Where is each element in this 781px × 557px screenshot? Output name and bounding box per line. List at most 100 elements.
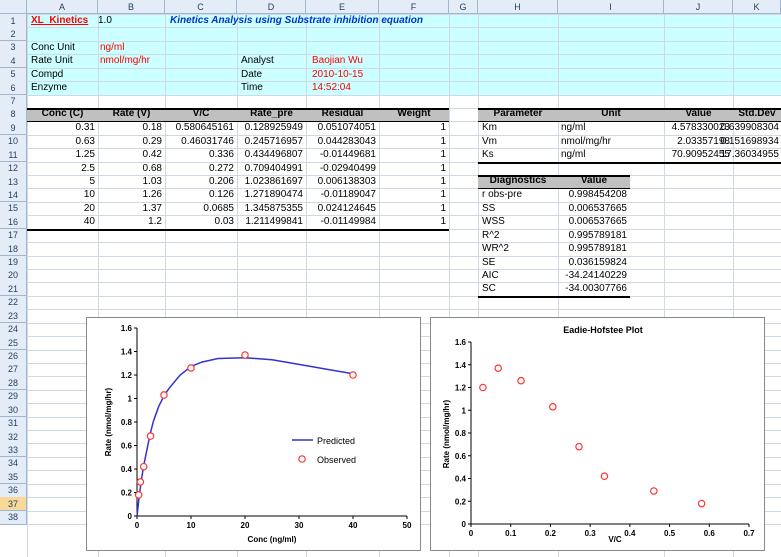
row-header-3[interactable]: 3 [0, 40, 27, 55]
data-header-2: V/C [165, 107, 237, 122]
row-header-31[interactable]: 31 [0, 416, 27, 431]
gridline [0, 161, 781, 163]
kinetics-y-tick-label: 1 [128, 395, 133, 404]
column-header-c[interactable]: C [165, 0, 237, 14]
row-header-20[interactable]: 20 [0, 268, 27, 283]
data-cell: 10 [83, 189, 95, 201]
data-cell: 2.5 [81, 162, 95, 174]
column-header-e[interactable]: E [306, 0, 379, 14]
row-header-6[interactable]: 6 [0, 81, 27, 96]
column-header-f[interactable]: F [379, 0, 449, 14]
observed-point [160, 391, 168, 399]
gridline [0, 81, 781, 83]
row-header-15[interactable]: 15 [0, 201, 27, 216]
row-header-9[interactable]: 9 [0, 121, 27, 136]
app-version: 1.0 [98, 15, 112, 26]
eadie-hofstee-chart[interactable]: 0 0.2 0.4 0.6 0.8 1 1.2 1.4 1.6 0 0.1 0.2 0.3 0.4 0.5 0… [430, 317, 765, 551]
gridline [664, 0, 665, 557]
conc-unit-label: Conc Unit [31, 41, 75, 53]
gridline [27, 0, 28, 557]
row-header-27[interactable]: 27 [0, 362, 27, 377]
row-header-19[interactable]: 19 [0, 255, 27, 270]
kinetics-y-tick-label: 1.4 [121, 348, 133, 357]
kinetics-y-tick-label: 0.6 [121, 442, 133, 451]
row-header-18[interactable]: 18 [0, 242, 27, 257]
row-header-30[interactable]: 30 [0, 403, 27, 418]
data-cell: 0.29 [142, 135, 162, 147]
conc-unit-value: ng/ml [100, 41, 125, 53]
row-header-29[interactable]: 29 [0, 389, 27, 404]
data-cell: 0.126 [208, 189, 234, 201]
data-cell: 0.42 [142, 149, 162, 161]
data-cell: 1.271890474 [244, 189, 303, 201]
gridline [0, 54, 781, 56]
analyst-label: Analyst [241, 55, 274, 67]
row-header-10[interactable]: 10 [0, 134, 27, 149]
row-header-22[interactable]: 22 [0, 295, 27, 310]
row-header-4[interactable]: 4 [0, 54, 27, 69]
row-header-2[interactable]: 2 [0, 27, 27, 42]
data-cell: -0.02940499 [319, 162, 376, 174]
data-cell: 1 [440, 189, 446, 201]
row-header-33[interactable]: 33 [0, 443, 27, 458]
row-header-8[interactable]: 8 [0, 107, 27, 122]
row-header-26[interactable]: 26 [0, 349, 27, 364]
sheet-title: Kinetics Analysis using Substrate inhibi… [170, 15, 423, 26]
column-header-i[interactable]: I [558, 0, 664, 14]
row-header-21[interactable]: 21 [0, 282, 27, 297]
row-header-7[interactable]: 7 [0, 94, 27, 109]
diag-name: WR^2 [482, 243, 509, 255]
diag-name: R^2 [482, 229, 500, 241]
row-header-17[interactable]: 17 [0, 228, 27, 243]
gridline [0, 295, 781, 297]
row-header-23[interactable]: 23 [0, 309, 27, 324]
column-header-b[interactable]: B [98, 0, 165, 14]
observed-point [136, 478, 145, 486]
row-header-28[interactable]: 28 [0, 376, 27, 391]
column-header-j[interactable]: J [664, 0, 733, 14]
row-header-25[interactable]: 25 [0, 336, 27, 351]
data-cell: 0.206 [208, 176, 234, 188]
column-header-g[interactable]: G [449, 0, 478, 14]
select-all-corner[interactable] [0, 0, 27, 14]
kinetics-chart[interactable]: 0 0.2 0.4 0.6 0.8 1 1.2 1.4 1.6 0 10 20 30 40 50 Conc (… [86, 317, 421, 551]
analyst-value: Baojian Wu [312, 55, 363, 67]
row-header-24[interactable]: 24 [0, 322, 27, 337]
row-header-38[interactable]: 38 [0, 510, 27, 525]
row-header-1[interactable]: 1 [0, 14, 27, 29]
eh-point [517, 376, 525, 385]
row-header-36[interactable]: 36 [0, 483, 27, 498]
compd-label: Compd [31, 68, 64, 80]
data-cell: 1 [440, 216, 446, 228]
row-header-16[interactable]: 16 [0, 215, 27, 230]
row-header-14[interactable]: 14 [0, 188, 27, 203]
row-header-5[interactable]: 5 [0, 67, 27, 82]
data-cell: 0.006138303 [317, 176, 376, 188]
row-header-34[interactable]: 34 [0, 456, 27, 471]
gridline [0, 67, 781, 69]
data-cell: 40 [83, 216, 95, 228]
table-border [478, 295, 630, 298]
column-header-a[interactable]: A [27, 0, 98, 14]
eh-x-tick-label: 0.7 [743, 529, 755, 538]
column-header-h[interactable]: H [478, 0, 558, 14]
kinetics-x-tick-label: 20 [241, 521, 250, 530]
param-header-0: Parameter [478, 107, 558, 122]
eh-y-tick-label: 0.6 [455, 452, 467, 461]
data-cell: 0.128925949 [244, 122, 303, 134]
kinetics-x-tick-label: 10 [187, 521, 196, 530]
row-header-37[interactable]: 37 [0, 497, 27, 512]
table-border [478, 121, 781, 123]
diag-name: SC [482, 283, 496, 295]
time-label: Time [241, 82, 263, 94]
row-header-32[interactable]: 32 [0, 430, 27, 445]
row-header-13[interactable]: 13 [0, 175, 27, 190]
eh-y-tick-label: 0 [462, 520, 467, 529]
row-header-35[interactable]: 35 [0, 470, 27, 485]
row-header-11[interactable]: 11 [0, 148, 27, 163]
date-value: 2010-10-15 [312, 68, 364, 80]
column-header-d[interactable]: D [237, 0, 306, 14]
legend-observed-swatch [298, 455, 306, 463]
row-header-12[interactable]: 12 [0, 161, 27, 176]
column-header-k[interactable]: K [733, 0, 781, 14]
